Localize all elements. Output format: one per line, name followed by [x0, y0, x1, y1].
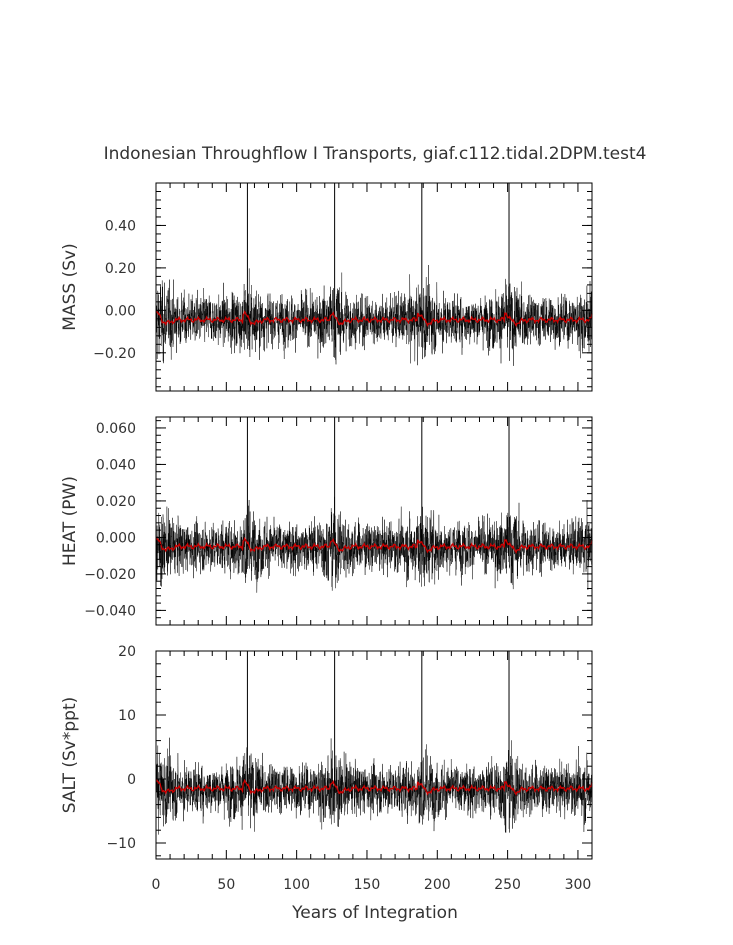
mass-ytick-label: 0.00 — [105, 303, 136, 319]
mass-ytick-label: 0.20 — [105, 261, 136, 277]
heat-panel: −0.040 −0.020 0.000 0.020 0.040 0.060 HEAT (PW… — [60, 416, 593, 626]
x-tick-label: 50 — [217, 877, 235, 893]
x-tick-labels: 0 50 100 150 200 250 300 — [152, 877, 592, 893]
salt-ytick-label: −10 — [106, 836, 136, 852]
mass-ytick-label: −0.20 — [93, 346, 136, 362]
salt-ytick-label: 10 — [118, 708, 136, 724]
heat-y-axis-label: HEAT (PW) — [60, 476, 80, 566]
salt-y-axis-label: SALT (Sv*ppt) — [60, 697, 80, 814]
salt-raw-series — [155, 737, 593, 835]
x-axis-label: Years of Integration — [291, 903, 458, 923]
x-tick-label: 250 — [494, 877, 521, 893]
mass-frame — [155, 182, 593, 392]
mass-y-axis-label: MASS (Sv) — [60, 243, 80, 330]
x-tick-label: 100 — [283, 877, 310, 893]
salt-frame — [155, 650, 593, 860]
salt-ytick-label: 0 — [127, 772, 136, 788]
x-tick-label: 200 — [424, 877, 451, 893]
mass-raw-series — [155, 264, 593, 366]
x-tick-label: 150 — [354, 877, 381, 893]
heat-ytick-label: 0.000 — [96, 530, 136, 546]
mass-panel: −0.20 0.00 0.20 0.40 MASS (Sv) — [60, 182, 593, 392]
heat-smoothed-series — [155, 536, 593, 554]
mass-smoothed-series — [155, 309, 593, 328]
salt-panel: −10 0 10 20 SALT (Sv*ppt) — [60, 644, 593, 860]
salt-ytick-label: 20 — [118, 644, 136, 660]
chart-title: Indonesian Throughflow I Transports, gia… — [104, 144, 647, 164]
heat-ytick-label: 0.040 — [96, 457, 136, 473]
heat-ytick-label: −0.020 — [84, 567, 136, 583]
x-tick-label: 300 — [565, 877, 592, 893]
heat-ytick-label: 0.060 — [96, 421, 136, 437]
heat-ytick-label: −0.040 — [84, 603, 136, 619]
heat-frame — [155, 416, 593, 626]
heat-raw-series — [155, 496, 593, 599]
x-tick-label: 0 — [152, 877, 161, 893]
salt-smoothed-series — [155, 778, 593, 796]
mass-ytick-label: 0.40 — [105, 218, 136, 234]
heat-ytick-label: 0.020 — [96, 494, 136, 510]
